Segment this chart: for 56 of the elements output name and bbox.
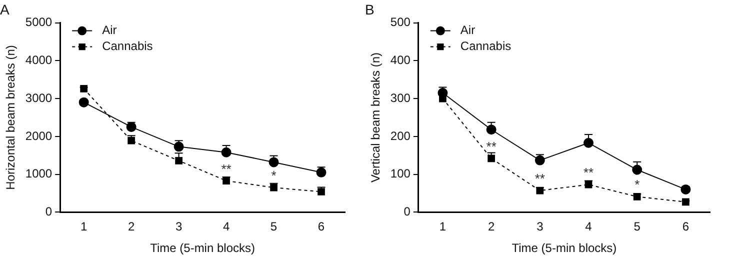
y-tick-label: 5000 — [25, 15, 52, 30]
point — [268, 157, 279, 168]
y-tick-label: 300 — [390, 90, 411, 105]
x-tick-label: 6 — [318, 220, 325, 234]
x-tick-label: 2 — [488, 220, 495, 234]
chart-title: A — [0, 1, 10, 18]
y-tick-label: 0 — [404, 204, 411, 219]
annotation: ** — [583, 165, 594, 180]
y-tick-label: 2000 — [25, 128, 52, 143]
y-tick-label: 100 — [390, 166, 411, 181]
x-tick-label: 5 — [270, 220, 278, 234]
legend-label: Air — [102, 23, 117, 38]
x-tick-label: 4 — [585, 220, 592, 234]
point — [318, 188, 325, 196]
y-tick-label: 200 — [390, 128, 411, 143]
point — [126, 122, 136, 132]
x-tick-label: 6 — [682, 220, 690, 234]
y-tick-label: 400 — [390, 52, 411, 67]
x-tick-label: 1 — [80, 220, 88, 234]
point — [270, 184, 278, 192]
chart-title: B — [365, 1, 374, 18]
legend-label: Cannabis — [460, 39, 512, 54]
x-tick-label: 5 — [634, 220, 641, 234]
y-tick-label: 4000 — [25, 52, 52, 67]
x-axis-title: Time (5-min blocks) — [150, 241, 255, 256]
point — [222, 177, 230, 184]
point — [175, 157, 182, 164]
y-axis-title: Horizontal beam breaks (n) — [4, 45, 18, 190]
point — [488, 154, 495, 162]
x-tick-label: 4 — [222, 220, 230, 234]
x-tick-label: 1 — [439, 220, 446, 234]
y-tick-label: 0 — [45, 204, 52, 219]
point — [486, 124, 496, 135]
annotation: ** — [486, 138, 496, 154]
point — [128, 136, 136, 144]
legend-label: Air — [460, 23, 476, 38]
point — [80, 85, 88, 92]
annotation: ** — [534, 171, 545, 186]
point — [174, 142, 184, 152]
point — [584, 138, 594, 148]
point — [221, 147, 232, 158]
legend-label: Cannabis — [102, 39, 153, 54]
x-tick-label: 3 — [536, 220, 544, 234]
annotation: * — [271, 168, 276, 184]
y-axis-title: Vertical beam breaks (n) — [368, 52, 383, 183]
annotation: * — [634, 177, 640, 192]
point — [78, 97, 89, 108]
annotation: ** — [221, 161, 232, 176]
point — [534, 155, 545, 166]
y-tick-label: 3000 — [25, 90, 52, 105]
y-tick-label: 1000 — [25, 166, 52, 181]
point — [632, 164, 642, 175]
x-axis-title: Time (5-min blocks) — [512, 241, 617, 256]
x-tick-label: 2 — [128, 220, 135, 234]
y-tick-label: 500 — [390, 15, 411, 30]
x-tick-label: 3 — [175, 220, 182, 234]
